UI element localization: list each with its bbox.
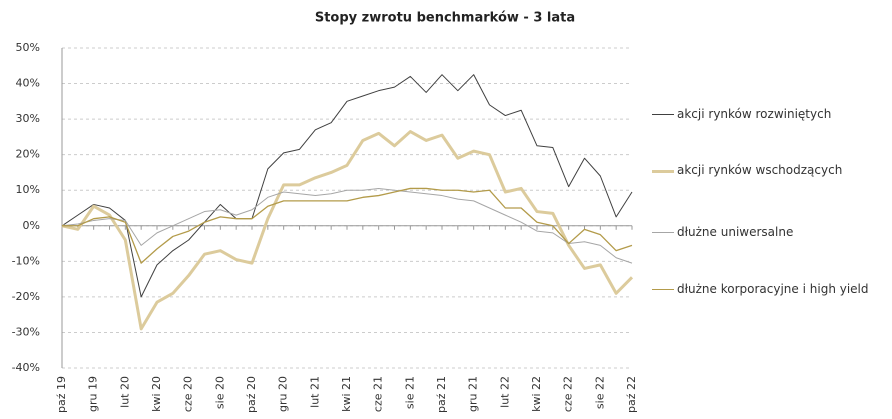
y-tick-label: 40% — [16, 77, 40, 90]
series-line — [61, 187, 633, 264]
x-tick-label: paź 22 — [625, 376, 638, 413]
y-tick-label: 0% — [23, 219, 40, 232]
x-tick-label: lut 20 — [118, 376, 131, 408]
x-tick-label: cze 22 — [562, 376, 575, 412]
series-line — [62, 187, 633, 264]
legend-item: dłużne uniwersalne — [652, 224, 890, 241]
y-tick-label: -20% — [12, 290, 40, 303]
y-tick-label: -30% — [12, 325, 40, 338]
y-tick-label: -10% — [12, 254, 40, 267]
y-tick-label: 10% — [16, 183, 40, 196]
legend-swatch — [652, 232, 674, 233]
legend-swatch — [652, 170, 674, 173]
legend-label: dłużne korporacyjne i high yield — [677, 282, 869, 296]
x-tick-label: cze 20 — [182, 376, 195, 412]
x-tick-label: sie 22 — [593, 376, 606, 409]
y-tick-label: -40% — [12, 361, 40, 374]
legend-swatch — [652, 289, 674, 290]
x-tick-label: lut 21 — [308, 376, 321, 408]
chart-title: Stopy zwrotu benchmarków - 3 lata — [315, 11, 575, 26]
x-tick-label: paź 20 — [245, 376, 258, 413]
x-tick-label: kwi 21 — [340, 376, 353, 412]
x-tick-label: kwi 20 — [150, 376, 163, 412]
x-tick-label: cze 21 — [372, 376, 385, 412]
y-tick-label: 50% — [16, 41, 40, 54]
series-line — [61, 74, 633, 298]
y-tick-label: 30% — [16, 112, 40, 125]
y-tick-label: 20% — [16, 148, 40, 161]
legend-label: akcji rynków wschodzących — [677, 163, 843, 177]
legend-item: dłużne korporacyjne i high yield — [652, 281, 890, 298]
x-tick-label: gru 20 — [277, 376, 290, 412]
legend-item: akcji rynków rozwiniętych — [652, 106, 890, 123]
legend-swatch — [652, 114, 674, 115]
legend-label: dłużne uniwersalne — [677, 225, 794, 239]
x-tick-label: paź 19 — [55, 376, 68, 413]
x-tick-label: paź 21 — [435, 376, 448, 413]
series-line — [61, 130, 634, 331]
legend-label: akcji rynków rozwiniętych — [677, 107, 832, 121]
x-tick-label: sie 20 — [213, 376, 226, 409]
x-tick-label: gru 19 — [87, 376, 100, 412]
x-tick-label: sie 21 — [403, 376, 416, 409]
legend-item: akcji rynków wschodzących — [652, 162, 890, 179]
x-tick-label: kwi 22 — [530, 376, 543, 412]
x-tick-label: lut 22 — [498, 376, 511, 408]
x-tick-label: gru 21 — [467, 376, 480, 412]
